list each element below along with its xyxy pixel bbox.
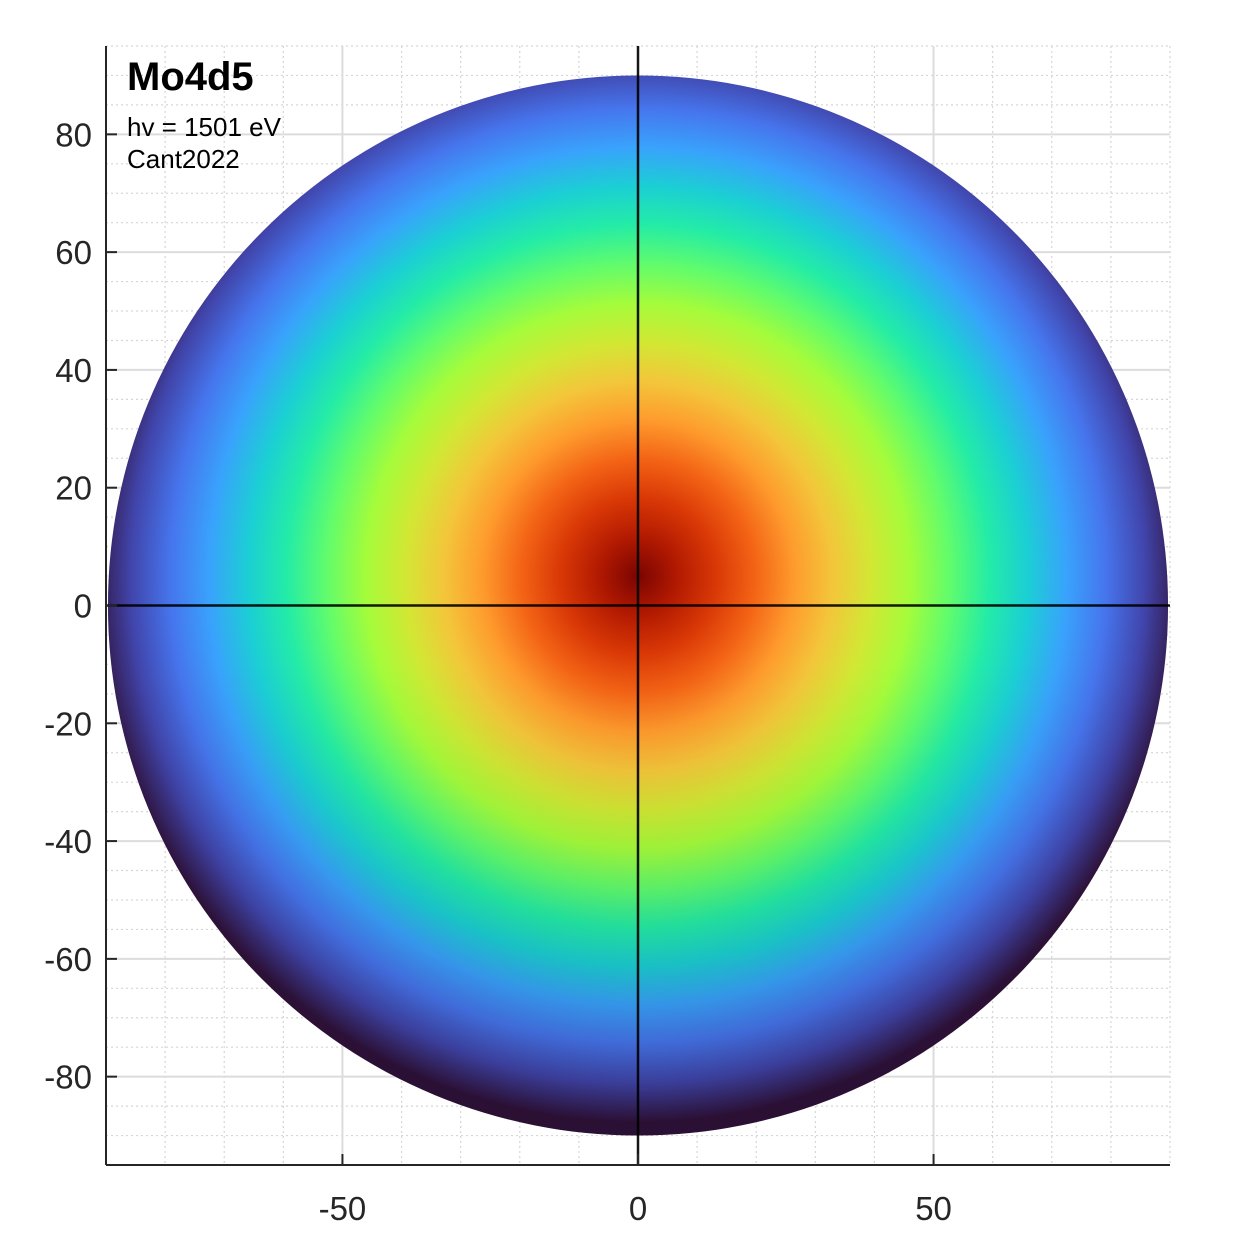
x-tick-label: 0 [629,1190,647,1227]
y-tick-label: -40 [44,823,92,860]
y-tick-label: -20 [44,705,92,742]
reference-note: Cant2022 [127,144,240,174]
photon-energy-note: hv = 1501 eV [127,112,282,142]
y-tick-label: 60 [55,234,92,271]
x-tick-label: -50 [319,1190,367,1227]
y-tick-label: 20 [55,470,92,507]
y-tick-label: 0 [74,588,92,625]
crosshair [106,46,1170,1165]
y-tick-label: -80 [44,1059,92,1096]
tick-labels: 80 60 40 20 0 -20 -40 -60 -80 -50 0 50 [44,116,952,1227]
y-tick-label: 80 [55,116,92,153]
x-tick-label: 50 [915,1190,952,1227]
chart-title: Mo4d5 [127,55,254,99]
annotations: Mo4d5 hv = 1501 eV Cant2022 [127,55,282,174]
axes [105,46,1170,1166]
y-tick-label: 40 [55,352,92,389]
y-tick-label: -60 [44,941,92,978]
